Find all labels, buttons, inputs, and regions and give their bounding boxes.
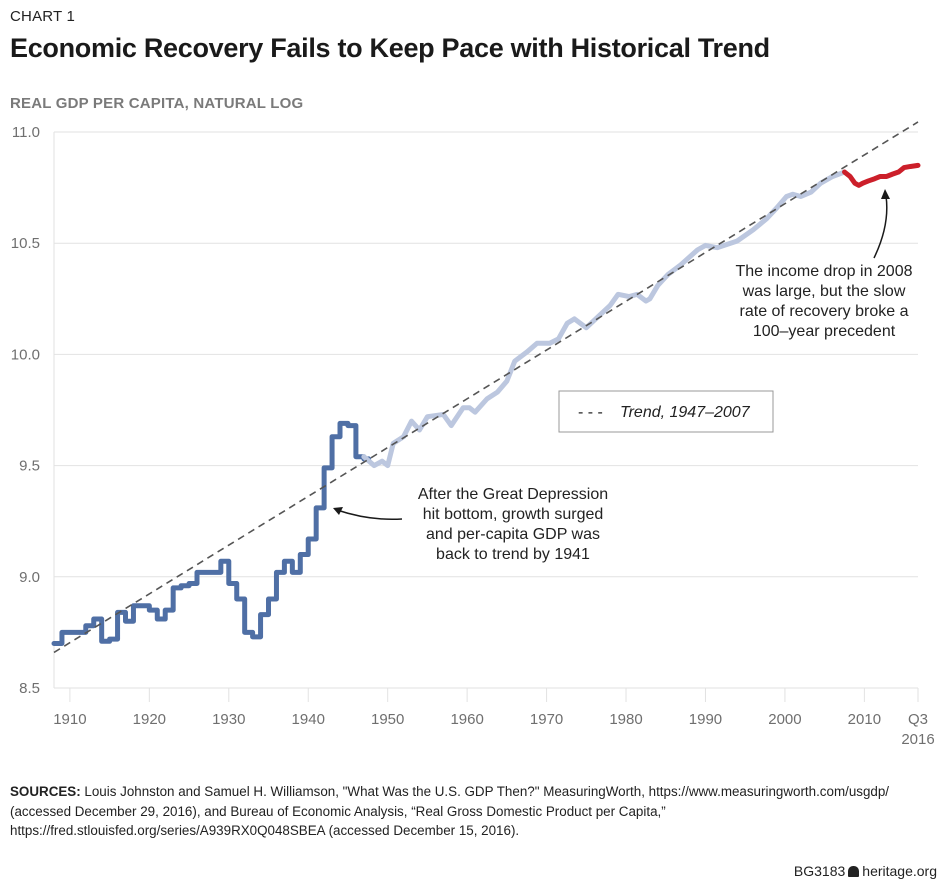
chart-title: Economic Recovery Fails to Keep Pace wit…	[10, 33, 770, 63]
y-tick-label: 9.0	[19, 569, 40, 586]
series-line-1	[361, 169, 848, 469]
sources-note: SOURCES: Louis Johnston and Samuel H. Wi…	[10, 782, 930, 841]
x-tick-label: 1990	[689, 711, 722, 728]
doc-id: BG3183	[793, 863, 846, 879]
x-tick-label: 1970	[530, 711, 563, 728]
x-tick-label: 1920	[133, 711, 166, 728]
y-axis-caption: REAL GDP PER CAPITA, NATURAL LOG	[10, 95, 304, 112]
arrowhead-icon	[881, 189, 890, 199]
series-line-0	[51, 420, 372, 647]
x-tick-label: 1960	[450, 711, 483, 728]
annotation-line: back to trend by 1941	[436, 546, 590, 563]
x-axis: 1910 1920 1930 1940 1950 1960 1970 1980 1990 2000…	[53, 711, 934, 748]
x-tick-label: 1910	[53, 711, 86, 728]
chart-kicker: CHART 1	[10, 8, 76, 25]
y-tick-label: 9.5	[19, 458, 40, 475]
sources-text: Louis Johnston and Samuel H. Williamson,…	[10, 784, 890, 838]
legend-box	[558, 390, 774, 433]
annotation-arrow	[873, 195, 888, 259]
site-link[interactable]: heritage.org	[862, 863, 937, 879]
annotation-line: was large, but the slow	[742, 283, 906, 300]
x-tick-label: 2000	[768, 711, 801, 728]
trend-group	[53, 121, 919, 654]
liberty-bell-icon	[848, 866, 860, 877]
annotation-line: After the Great Depression	[418, 486, 608, 503]
annotation-line: 100–year precedent	[753, 323, 896, 340]
y-tick-label: 10.0	[11, 346, 40, 363]
annotation-line: hit bottom, growth surged	[423, 506, 604, 523]
annotation-line: The income drop in 2008	[736, 263, 913, 280]
series-line-2	[842, 162, 921, 188]
x-tick-label: Q3	[908, 711, 928, 728]
annotation-line: rate of recovery broke a	[740, 303, 909, 320]
sources-label: SOURCES:	[10, 784, 81, 799]
series-group	[51, 162, 921, 647]
legend: - - - Trend, 1947–2007	[558, 390, 774, 433]
x-tick-label: 1930	[212, 711, 245, 728]
grid-lines	[53, 131, 919, 702]
y-tick-label: 10.5	[11, 235, 40, 252]
legend-label: Trend, 1947–2007	[620, 404, 751, 421]
x-tick-label: 2010	[848, 711, 881, 728]
arrowhead-icon	[333, 507, 343, 515]
y-tick-label: 11.0	[12, 124, 40, 141]
x-tick-label: 1980	[609, 711, 642, 728]
x-tick-label: 1950	[371, 711, 404, 728]
annotation-arrow	[336, 509, 403, 521]
y-tick-label: 8.5	[19, 680, 40, 697]
x-tick-label: 1940	[292, 711, 325, 728]
x-tick-label-year: 2016	[901, 731, 934, 748]
annotation-line: and per-capita GDP was	[426, 526, 600, 543]
y-axis: 8.5 9.0 9.5 10.0 10.5 11.0	[11, 124, 40, 697]
chart-area: 8.59.09.510.010.511.0 1910 1920 1930 1940 19…	[11, 121, 935, 748]
footer-credit: BG3183 heritage.org	[794, 863, 937, 879]
legend-symbol: - - -	[578, 404, 603, 421]
trend-line	[53, 121, 919, 654]
annotation-recession: The income drop in 2008 was large, but t…	[736, 189, 913, 340]
annotation-depression: After the Great Depression hit bottom, g…	[333, 486, 608, 563]
